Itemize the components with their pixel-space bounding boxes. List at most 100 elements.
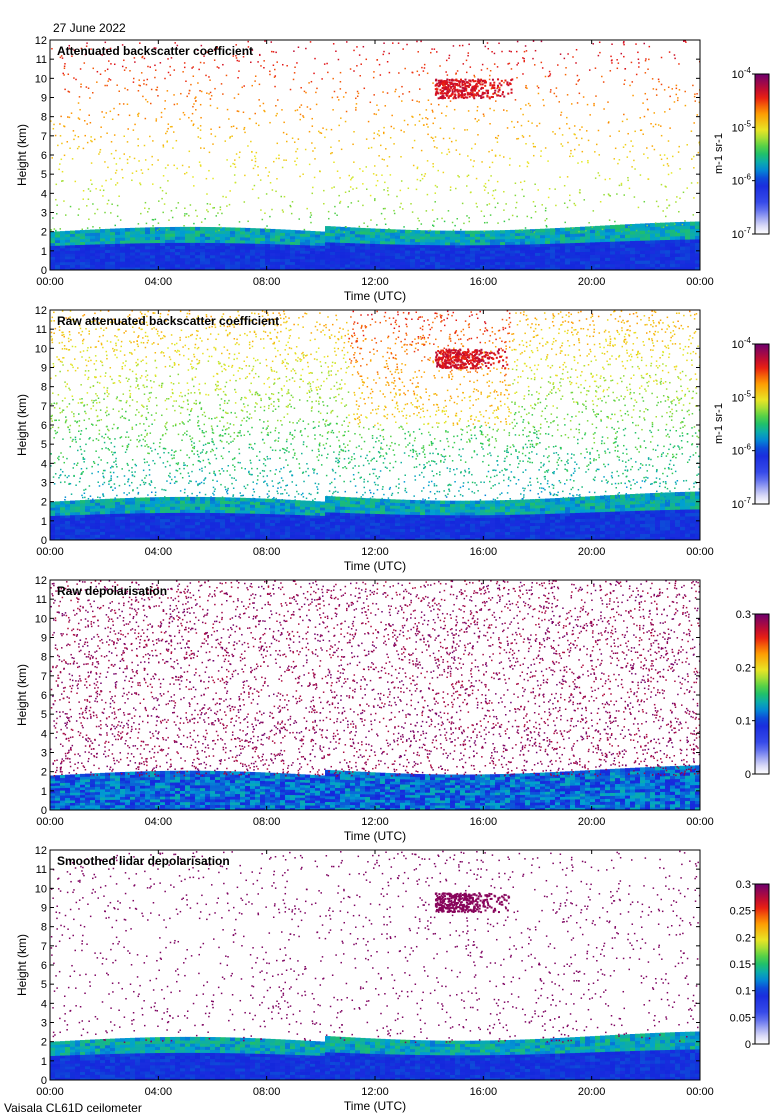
noise-speck: [365, 166, 368, 168]
bl-cell: [55, 537, 61, 540]
noise-speck: [595, 143, 598, 146]
bl-cell: [435, 525, 441, 530]
colorbar-tick-label: 10-7: [732, 226, 752, 241]
bl-cell: [390, 513, 396, 518]
bl-cell: [235, 533, 241, 538]
bl-cell: [375, 237, 381, 242]
bl-cell: [320, 239, 326, 244]
noise-speck: [684, 40, 687, 42]
bl-cell: [660, 256, 666, 261]
bl-cell: [505, 230, 511, 234]
bl-cell: [395, 238, 401, 242]
bl-cell: [560, 257, 566, 262]
bl-cell: [665, 253, 671, 258]
noise-speck: [145, 98, 147, 101]
bl-cell: [270, 531, 276, 535]
bl-cell: [255, 246, 261, 250]
bl-cell: [635, 230, 641, 235]
noise-speck: [115, 184, 117, 186]
bl-cell: [320, 231, 326, 235]
bl-cell: [690, 249, 696, 254]
bl-cell: [55, 517, 61, 522]
bl-cell: [130, 530, 136, 535]
bl-cell: [300, 261, 306, 265]
noise-speck: [340, 117, 342, 119]
bl-cell: [585, 260, 591, 265]
bl-cell: [120, 258, 126, 262]
bl-cell: [265, 522, 271, 526]
bl-cell: [345, 512, 351, 517]
bl-cell: [120, 528, 126, 532]
bl-cell: [370, 252, 376, 256]
bl-cell: [190, 506, 196, 510]
bl-cell: [650, 233, 656, 238]
cloud-cell: [471, 91, 474, 94]
noise-speck: [183, 66, 186, 69]
noise-speck: [678, 210, 680, 213]
bl-cell: [245, 515, 251, 520]
noise-speck: [339, 88, 342, 90]
cloud-cell: [451, 90, 454, 93]
bl-cell: [375, 252, 381, 256]
bl-cell: [475, 247, 481, 251]
noise-speck: [265, 167, 267, 169]
bl-cell: [355, 257, 361, 262]
noise-speck: [628, 226, 630, 228]
bl-cell: [670, 259, 676, 264]
bl-cell: [365, 507, 371, 511]
noise-speck: [247, 220, 249, 223]
bl-cell: [285, 246, 291, 251]
bl-cell: [240, 524, 246, 529]
bl-cell: [570, 236, 576, 241]
bl-cell: [150, 245, 156, 250]
bl-cell: [310, 233, 316, 238]
noise-speck: [690, 130, 693, 132]
noise-speck: [215, 215, 218, 217]
noise-speck: [637, 51, 639, 54]
bl-cell: [185, 503, 191, 507]
bl-cell: [340, 254, 346, 259]
bl-cell: [570, 245, 576, 250]
noise-speck: [664, 185, 667, 188]
bl-cell: [375, 528, 381, 532]
noise-speck: [170, 209, 173, 212]
bl-cell: [330, 229, 336, 234]
cloud-cell: [476, 80, 479, 83]
bl-cell: [300, 511, 306, 516]
noise-speck: [599, 51, 601, 54]
bl-cell: [685, 252, 691, 257]
panels: Attenuated backscatter coefficient012345…: [15, 35, 770, 1113]
noise-speck: [431, 209, 434, 211]
bl-cell: [635, 233, 641, 238]
bl-cell: [95, 238, 101, 242]
bl-cell: [155, 257, 161, 262]
bl-cell: [320, 245, 326, 249]
noise-speck: [558, 101, 560, 103]
bl-cell: [435, 238, 441, 243]
bl-cell: [400, 522, 406, 527]
noise-speck: [434, 192, 437, 194]
bl-cell: [75, 514, 81, 518]
cloud-cell: [441, 95, 444, 98]
noise-speck: [565, 67, 567, 69]
noise-speck: [378, 63, 381, 66]
bl-cell: [200, 512, 206, 516]
bl-cell: [695, 263, 700, 268]
bl-cell: [250, 522, 256, 526]
bl-cell: [320, 520, 326, 525]
noise-speck: [412, 116, 414, 118]
noise-speck: [545, 224, 548, 227]
bl-cell: [480, 523, 486, 527]
bl-cell: [420, 247, 426, 251]
noise-speck: [363, 87, 366, 90]
noise-speck: [309, 41, 312, 43]
noise-speck: [212, 207, 214, 209]
noise-speck: [514, 182, 517, 185]
noise-speck: [682, 191, 685, 194]
bl-cell: [335, 257, 341, 262]
noise-speck: [384, 207, 386, 210]
bl-cell: [205, 236, 211, 240]
bl-cell: [305, 523, 311, 527]
bl-cell: [280, 522, 286, 527]
noise-speck: [509, 157, 511, 160]
